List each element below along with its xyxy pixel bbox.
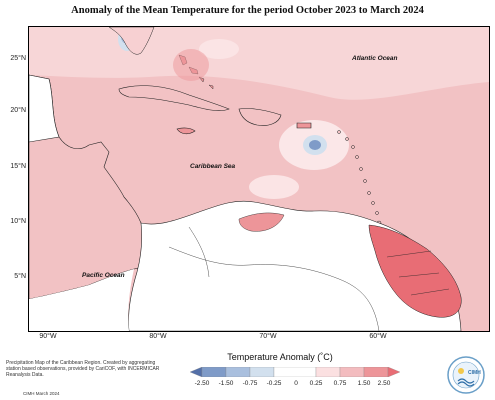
legend-swatch bbox=[387, 367, 400, 377]
legend-tick: 0.75 bbox=[333, 380, 347, 387]
legend-tick: 1.50 bbox=[357, 380, 371, 387]
legend-tick: -1.50 bbox=[218, 380, 234, 387]
svg-text:CIMH: CIMH bbox=[468, 370, 481, 376]
hispaniola bbox=[238, 108, 282, 126]
latitude-tick: 20°N bbox=[10, 107, 26, 114]
map-area bbox=[28, 26, 490, 332]
florida bbox=[108, 27, 155, 55]
longitude-tick: 90°W bbox=[39, 333, 57, 340]
near-zero-zone bbox=[199, 39, 239, 59]
latitude-tick: 5°N bbox=[14, 273, 26, 280]
legend-swatch bbox=[225, 367, 251, 377]
caribbean-sea-label: Caribbean Sea bbox=[190, 163, 236, 170]
legend-swatch bbox=[315, 367, 341, 377]
legend-title: Temperature Anomaly (˚C) bbox=[227, 352, 333, 362]
longitude-tick: 80°W bbox=[149, 333, 167, 340]
mexico-inland bbox=[29, 74, 60, 143]
atlantic-ocean-label: Atlantic Ocean bbox=[352, 55, 398, 62]
pacific-ocean-label: Pacific Ocean bbox=[82, 272, 125, 279]
legend-tick: -0.75 bbox=[242, 380, 258, 387]
puerto-rico bbox=[296, 122, 312, 129]
pacific-no-data bbox=[29, 269, 134, 331]
near-zero-zone bbox=[249, 175, 299, 199]
legend-tick: 2.50 bbox=[377, 380, 391, 387]
legend-swatch bbox=[363, 367, 389, 377]
map-title: Anomaly of the Mean Temperature for the … bbox=[71, 5, 424, 16]
legend-tick: -0.25 bbox=[266, 380, 282, 387]
venezuela-coast bbox=[238, 212, 285, 232]
legend-tick: 0.25 bbox=[309, 380, 323, 387]
longitude-tick: 60°W bbox=[369, 333, 387, 340]
legend-tick: 0 bbox=[294, 380, 298, 387]
map-canvas bbox=[29, 27, 489, 331]
latitude-tick: 25°N bbox=[10, 55, 26, 62]
legend-swatch bbox=[190, 367, 203, 377]
country-borders bbox=[188, 226, 210, 278]
latitude-tick: 10°N bbox=[10, 218, 26, 225]
legend-tick: -2.50 bbox=[194, 380, 210, 387]
map-credit: CIMH March 2024 bbox=[23, 391, 60, 396]
latitude-tick: 15°N bbox=[10, 163, 26, 170]
guianas-warm-region bbox=[368, 224, 462, 318]
legend-swatch bbox=[339, 367, 365, 377]
country-borders bbox=[386, 250, 450, 296]
cuba bbox=[118, 85, 230, 111]
cimh-logo: CIMH bbox=[447, 356, 485, 394]
longitude-tick: 70°W bbox=[259, 333, 277, 340]
legend-colorbar bbox=[190, 367, 400, 377]
warm-anomaly-spot bbox=[173, 49, 209, 81]
legend-swatch bbox=[201, 367, 227, 377]
legend-swatch bbox=[273, 367, 317, 377]
legend-swatch bbox=[249, 367, 275, 377]
jamaica bbox=[176, 127, 196, 135]
cold-anomaly-spot bbox=[309, 140, 321, 150]
map-footnote: Precipitation Map of the Caribbean Regio… bbox=[6, 360, 160, 378]
lesser-antilles bbox=[337, 130, 382, 226]
